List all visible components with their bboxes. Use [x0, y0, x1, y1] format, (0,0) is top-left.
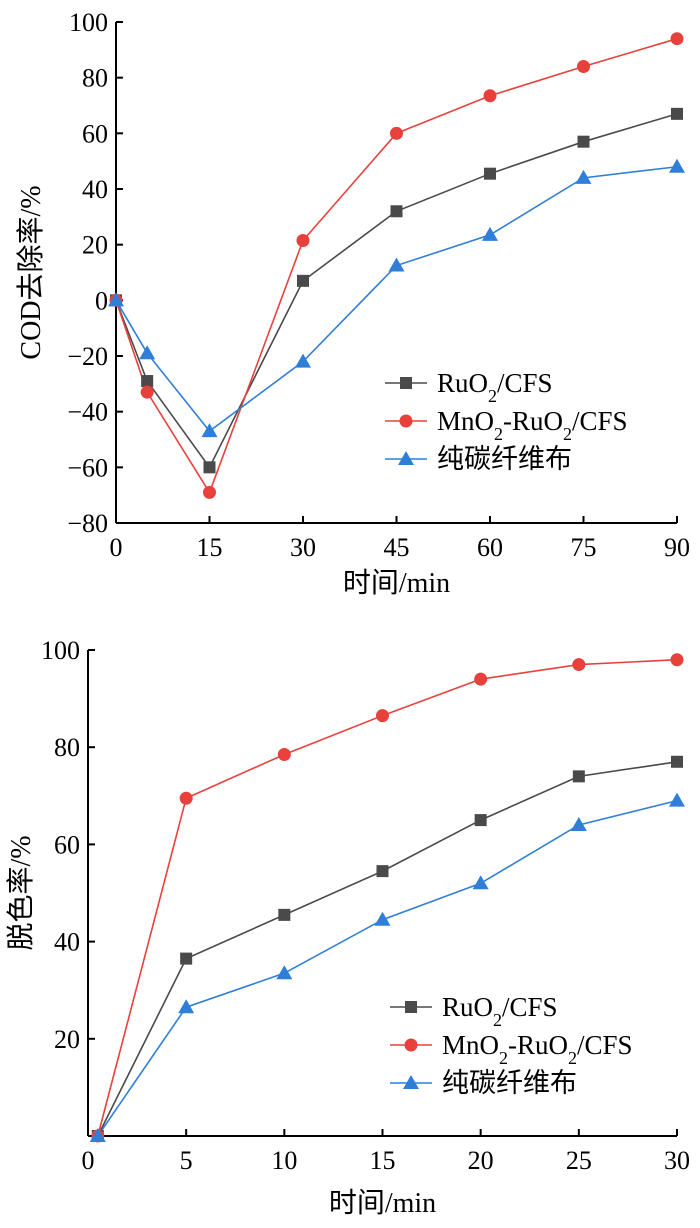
y-tick-label: 60: [82, 119, 108, 148]
series-line: [97, 658, 678, 1137]
y-tick-label: 40: [82, 175, 108, 204]
data-point: [484, 167, 496, 180]
y-tick-label: 40: [54, 928, 80, 957]
legend-label: 纯碳纤维布: [442, 1068, 577, 1098]
data-point: [295, 353, 311, 368]
series-line: [115, 37, 678, 495]
series-line: [97, 760, 678, 1137]
y-tick-label: 80: [82, 64, 108, 93]
x-tick-label: 0: [82, 1146, 95, 1175]
y-tick-label: 100: [41, 636, 80, 665]
y-axis-title: COD去除率/%: [15, 185, 47, 359]
x-tick-label: 15: [197, 533, 223, 562]
x-tick-label: 15: [370, 1146, 396, 1175]
chart-2: 100 80 60 40 20 0 5 10 15 20 25 30 时间/min 脱色率/%: [5, 636, 690, 1219]
data-point: [296, 233, 310, 247]
y-tick-label: 60: [54, 830, 80, 859]
data-point: [483, 89, 497, 103]
legend-label: RuO2/CFS: [442, 992, 558, 1030]
x-tick-label: 10: [271, 1146, 297, 1175]
x-tick-label: 0: [110, 533, 123, 562]
y-tick-label: 20: [54, 1025, 80, 1054]
y-tick-label: 20: [82, 231, 108, 260]
data-point: [572, 770, 585, 783]
legend-label: RuO2/CFS: [437, 368, 553, 406]
data-point: [572, 658, 586, 672]
data-point: [670, 653, 684, 667]
legend-label: MnO2-RuO2/CFS: [437, 406, 628, 444]
data-point: [671, 755, 683, 768]
legend-marker: [403, 1075, 419, 1089]
legend-marker: [404, 1038, 418, 1052]
data-point: [570, 816, 587, 831]
x-tick-label: 5: [180, 1146, 193, 1175]
data-point: [390, 126, 403, 140]
x-tick-label: 60: [477, 533, 503, 562]
y-tick-label: −20: [67, 342, 108, 371]
data-point: [203, 485, 216, 499]
data-point: [89, 1128, 106, 1142]
data-point: [108, 292, 124, 307]
data-point: [669, 792, 685, 807]
y-tick-label: −60: [67, 453, 108, 482]
x-tick-label: 20: [468, 1146, 494, 1175]
x-tick-label: 30: [664, 1146, 690, 1175]
series-line: [115, 113, 678, 469]
data-point: [201, 423, 218, 438]
x-tick-label: 30: [290, 533, 316, 562]
x-tick-label: 25: [566, 1146, 592, 1175]
y-tick-label: 80: [54, 733, 80, 762]
y-tick-label: 100: [69, 8, 108, 37]
x-tick-label: 45: [384, 533, 410, 562]
data-point: [276, 965, 293, 980]
data-point: [180, 952, 193, 965]
data-point: [390, 205, 403, 218]
data-point: [669, 158, 685, 173]
legend-marker: [400, 377, 412, 389]
x-axis-title: 时间/min: [343, 567, 450, 599]
legend-label: MnO2-RuO2/CFS: [442, 1030, 633, 1068]
legend-marker: [398, 451, 414, 465]
data-point: [474, 814, 487, 827]
series-line: [97, 799, 678, 1137]
data-point: [577, 60, 590, 74]
data-point: [474, 672, 488, 686]
data-point: [140, 385, 154, 399]
data-point: [139, 345, 156, 360]
data-point: [297, 274, 309, 287]
data-point: [482, 226, 498, 241]
legend-label: 纯碳纤维布: [437, 444, 572, 474]
y-tick-label: −40: [67, 398, 108, 427]
legend-marker: [405, 1001, 417, 1013]
data-point: [376, 709, 389, 723]
data-point: [376, 865, 389, 878]
data-point: [178, 999, 195, 1014]
y-tick-label: 0: [95, 286, 108, 315]
legend-marker: [399, 414, 413, 428]
y-axis-title: 脱色率/%: [5, 835, 37, 950]
x-axis-title: 时间/min: [329, 1187, 436, 1219]
data-point: [278, 908, 291, 921]
data-point: [277, 747, 291, 761]
data-point: [388, 257, 405, 272]
y-tick-label: −80: [67, 509, 108, 538]
data-point: [374, 911, 391, 926]
data-point: [671, 107, 683, 120]
data-point: [472, 875, 489, 890]
data-point: [670, 32, 684, 46]
data-point: [141, 375, 154, 388]
data-point: [577, 135, 590, 148]
series-line: [115, 165, 678, 433]
data-point: [179, 791, 193, 805]
x-tick-label: 75: [571, 533, 597, 562]
x-tick-label: 90: [664, 533, 690, 562]
data-point: [203, 461, 216, 474]
data-point: [575, 169, 592, 184]
